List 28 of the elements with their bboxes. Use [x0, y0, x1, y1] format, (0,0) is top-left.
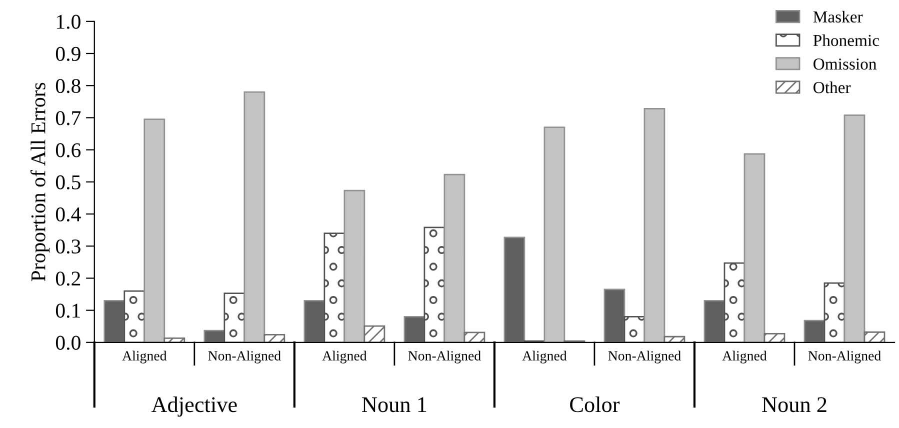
y-tick-label: 0.2 [56, 272, 80, 286]
y-tick-label: 0.3 [56, 239, 80, 254]
y-tick-label: 0.7 [56, 111, 81, 126]
text: Color [570, 396, 620, 412]
y-axis-title: Proportion of All Errors [30, 82, 50, 282]
legend-label: Phonemic [813, 34, 879, 46]
x-tick-label: Non-Aligned [208, 350, 281, 364]
y-tick-label: 0.6 [56, 143, 81, 158]
text: Adjective [151, 396, 237, 417]
x-tick-label: Non-Aligned [808, 350, 881, 364]
text: Noun 1 [362, 397, 426, 412]
y-tick-label: 0.5 [56, 175, 80, 190]
legend-label: Omission [814, 58, 876, 70]
x-tick-label: Non-Aligned [408, 350, 481, 364]
legend-label: Other [814, 81, 851, 94]
text: Noun 2 [762, 397, 826, 412]
x-tick-label: Aligned [522, 350, 567, 364]
y-tick-label: 0.9 [56, 46, 80, 62]
y-tick-label: 0.1 [56, 304, 80, 318]
y-tick-label: 0.0 [56, 336, 80, 350]
x-tick-label: Non-Aligned [608, 350, 681, 364]
x-tick-label: Aligned [122, 350, 167, 364]
legend-label: Masker [813, 10, 863, 23]
y-tick-label: 1.0 [56, 14, 80, 29]
x-tick-label: Aligned [322, 350, 367, 364]
x-tick-label: Aligned [722, 350, 767, 364]
y-tick-label: 0.4 [56, 207, 81, 222]
y-tick-label: 0.8 [56, 78, 80, 94]
